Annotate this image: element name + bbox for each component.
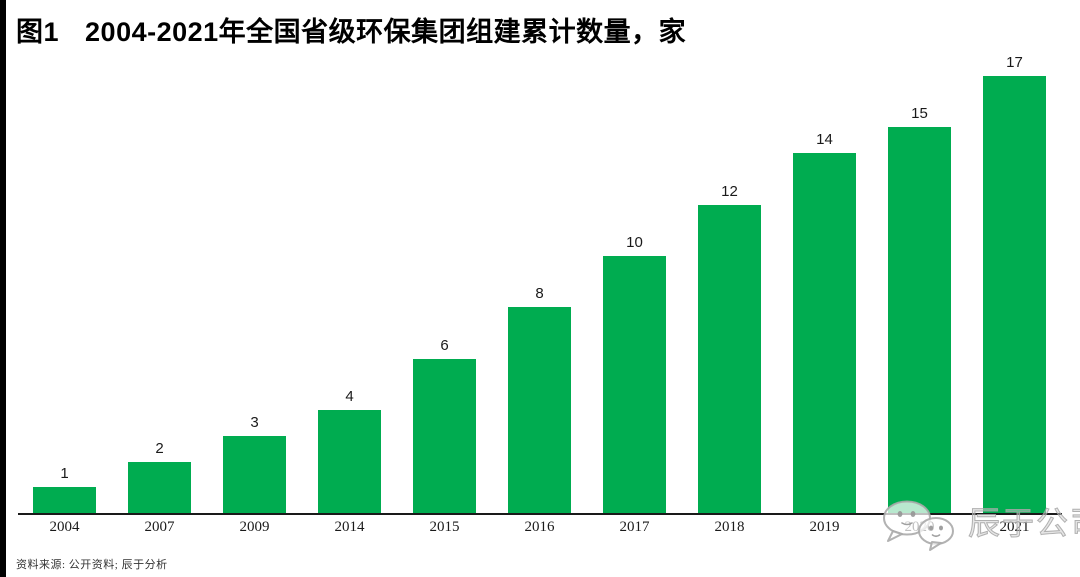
bar-2015 <box>413 359 476 513</box>
bar-value-label: 15 <box>911 105 928 122</box>
x-tick-label: 2009 <box>239 519 270 535</box>
bar-2009 <box>223 436 286 513</box>
x-tick-label: 2015 <box>429 519 460 535</box>
bar-2017 <box>603 256 666 513</box>
x-tick-label: 2018 <box>714 519 745 535</box>
bar-value-label: 6 <box>440 337 449 354</box>
bar-value-label: 3 <box>250 414 259 431</box>
bar-value-label: 1 <box>60 465 69 482</box>
x-tick-label: 2004 <box>49 519 80 535</box>
x-tick-label: 2016 <box>524 519 555 535</box>
bar-value-label: 8 <box>535 285 544 302</box>
figure-number: 图1 <box>16 17 60 47</box>
x-tick-label: 2019 <box>809 519 840 535</box>
bar-2018 <box>698 205 761 513</box>
x-tick-label: 2014 <box>334 519 365 535</box>
x-tick-label: 2007 <box>144 519 175 535</box>
bar-value-label: 12 <box>721 183 738 200</box>
bar-value-label: 14 <box>816 131 833 148</box>
bar-2004 <box>33 487 96 513</box>
bar-value-label: 2 <box>155 440 164 457</box>
bar-2007 <box>128 462 191 513</box>
x-tick-label: 2017 <box>619 519 650 535</box>
bar-value-label: 10 <box>626 234 643 251</box>
bar-2014 <box>318 410 381 513</box>
bar-2021 <box>983 76 1046 513</box>
x-tick-label: 2020 <box>904 519 935 535</box>
x-tick-label: 2021 <box>999 519 1030 535</box>
left-border-strip <box>0 0 6 577</box>
bar-value-label: 17 <box>1006 54 1023 71</box>
bar-2019 <box>793 153 856 513</box>
bar-2016 <box>508 307 571 513</box>
bar-value-label: 4 <box>345 388 354 405</box>
x-axis-line <box>18 513 1062 515</box>
source-note: 资料来源: 公开资料; 辰于分析 <box>16 559 168 571</box>
bar-2020 <box>888 127 951 513</box>
chart-title-text: 2004-2021年全国省级环保集团组建累计数量，家 <box>85 17 687 47</box>
chart-title: 图1 2004-2021年全国省级环保集团组建累计数量，家 <box>16 10 686 49</box>
